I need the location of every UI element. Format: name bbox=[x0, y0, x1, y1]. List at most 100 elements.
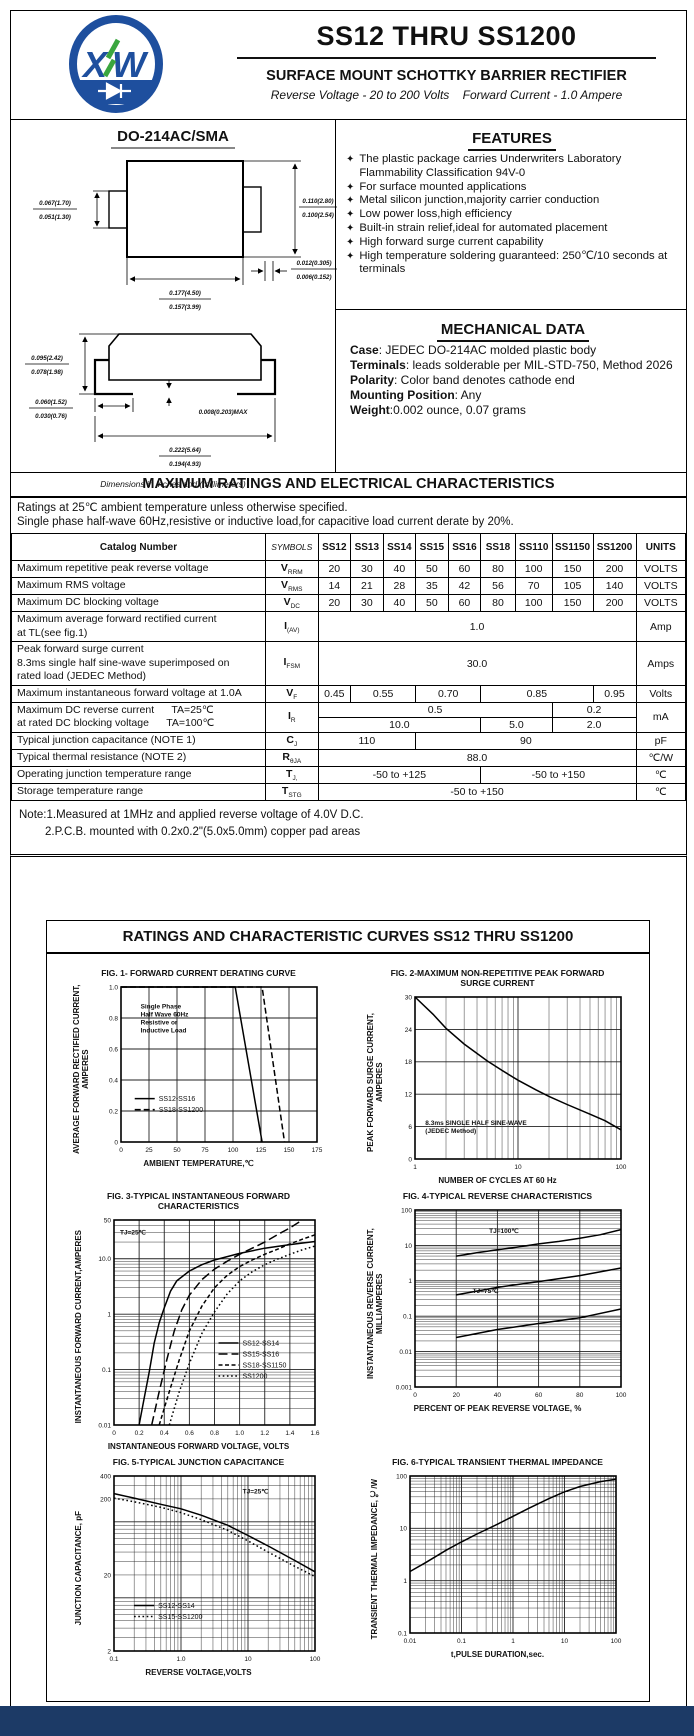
mech-item: Case: JEDEC DO-214AC molded plastic body bbox=[350, 343, 597, 357]
y-axis-label: JUNCTION CAPACITANCE, pF bbox=[73, 1510, 83, 1626]
dim-body-height-mm: 0.100(2.54) bbox=[302, 212, 334, 219]
dim-body-height-in: 0.110(2.80) bbox=[302, 198, 333, 205]
svg-text:0.001: 0.001 bbox=[395, 1384, 412, 1391]
column-header: SS1150 bbox=[551, 533, 594, 561]
series-SS15-SS1200 bbox=[113, 1497, 315, 1578]
x-axis-label: NUMBER OF CYCLES AT 60 Hz bbox=[438, 1176, 557, 1185]
bullet-icon: ✦ bbox=[346, 250, 355, 262]
subtitle: SURFACE MOUNT SCHOTTKY BARRIER RECTIFIER bbox=[266, 68, 627, 84]
dim-band-in: 0.012(0.305) bbox=[296, 260, 331, 267]
column-header: SS14 bbox=[382, 533, 417, 561]
value-cell: 0.95 bbox=[592, 684, 637, 703]
bullet-icon: ✦ bbox=[346, 195, 355, 207]
column-header: SYMBOLS bbox=[265, 533, 319, 561]
value-cell: 5.0 bbox=[480, 716, 553, 733]
package-name: DO-214AC/SMA bbox=[11, 128, 335, 149]
svg-text:SS15-SS16: SS15-SS16 bbox=[242, 1352, 279, 1359]
value-cell: 50 bbox=[415, 594, 449, 613]
value-cell: 200 bbox=[592, 559, 637, 579]
value-cell: 70 bbox=[514, 577, 553, 596]
bullet-icon: ✦ bbox=[346, 236, 355, 248]
column-header: SS16 bbox=[447, 533, 482, 561]
svg-text:SS1200: SS1200 bbox=[242, 1374, 267, 1381]
unit-cell: VOLTS bbox=[635, 577, 687, 596]
symbol-cell: RθJA bbox=[265, 748, 319, 768]
dim-side-height-in: 0.095(2.42) bbox=[31, 355, 63, 362]
value-cell: 0.55 bbox=[350, 684, 417, 703]
symbol-cell: VDC bbox=[265, 594, 319, 613]
unit-cell: VOLTS bbox=[635, 594, 687, 613]
svg-text:SS12-SS16: SS12-SS16 bbox=[158, 1096, 195, 1103]
svg-text:Inductive Load: Inductive Load bbox=[140, 1028, 186, 1035]
value-cell: 20 bbox=[317, 594, 352, 613]
svg-text:0.4: 0.4 bbox=[108, 1077, 117, 1084]
value-cell: 0.70 bbox=[415, 684, 482, 703]
chart-canvas: 1 10 100 0 6 12 18 24 30 8.3ms SINGLE HALF SINE-W… bbox=[404, 994, 626, 1171]
x-axis-label: REVERSE VOLTAGE,VOLTS bbox=[145, 1668, 252, 1677]
column-header: SS110 bbox=[514, 533, 553, 561]
mechanical-heading: MECHANICAL DATA bbox=[350, 321, 676, 342]
series-SS12-SS14 bbox=[137, 1240, 315, 1426]
row-label: Peak forward surge current 8.3ms single h… bbox=[10, 641, 267, 686]
svg-text:80: 80 bbox=[576, 1392, 584, 1399]
figure-2: FIG. 2-MAXIMUM NON-REPETITIVE PEAK FORWA… bbox=[348, 962, 647, 1185]
row-label: Typical junction capacitance (NOTE 1) bbox=[10, 731, 267, 750]
figure-3: FIG. 3-TYPICAL INSTANTANEOUS FORWARD CHA… bbox=[49, 1185, 348, 1451]
column-header: SS13 bbox=[350, 533, 384, 561]
y-axis-label: PEAK FORWARD SURGE CURRENT, AMPERES bbox=[365, 1013, 384, 1152]
chart-canvas: 0.1 1.0 10 100 400 200 20 2 SS12-SS14 SS15-SS1200… bbox=[100, 1473, 321, 1663]
package-top-view: 0.067(1.70) 0.051(1.30) 0.110(2.80) 0.10… bbox=[33, 160, 337, 311]
value-cell: 40 bbox=[382, 559, 417, 579]
series-SS1200 bbox=[168, 1245, 315, 1426]
figure-title: FIG. 3-TYPICAL INSTANTANEOUS FORWARD CHA… bbox=[106, 1191, 291, 1211]
svg-text:TJ=25℃: TJ=25℃ bbox=[242, 1488, 269, 1496]
svg-text:TJ=75℃: TJ=75℃ bbox=[472, 1287, 499, 1295]
value-cell: 10.0 bbox=[317, 716, 482, 733]
list-item: ✦ Metal silicon junction,majority carrier… bbox=[346, 194, 600, 207]
svg-text:0: 0 bbox=[114, 1139, 118, 1146]
series-surge bbox=[413, 996, 621, 1131]
svg-text:0: 0 bbox=[408, 1156, 412, 1163]
row-label: Maximum instantaneous forward voltage at… bbox=[10, 684, 267, 703]
value-cell: -50 to +150 bbox=[317, 783, 637, 802]
mech-item: Polarity: Color band denotes cathode end bbox=[350, 373, 575, 387]
header: X W SS12 THRU SS1200 SURFACE MOUNT SCHOT… bbox=[11, 11, 686, 120]
value-cell: 20 bbox=[317, 559, 352, 579]
symbol-cell: IR bbox=[265, 701, 319, 733]
dim-tab-height-mm: 0.051(1.30) bbox=[39, 214, 71, 221]
series-TJ=25℃ bbox=[455, 1308, 621, 1339]
svg-text:0.01: 0.01 bbox=[399, 1349, 412, 1356]
svg-text:0.1: 0.1 bbox=[101, 1367, 110, 1374]
svg-text:200: 200 bbox=[100, 1496, 111, 1503]
row-label: Maximum DC blocking voltage bbox=[10, 594, 267, 613]
svg-text:12: 12 bbox=[404, 1092, 412, 1099]
mech-item: Weight:0.002 ounce, 0.07 grams bbox=[350, 403, 526, 417]
curves-block: RATINGS AND CHARACTERISTIC CURVES SS12 T… bbox=[46, 920, 650, 1702]
row-label: Maximum repetitive peak reverse voltage bbox=[10, 559, 267, 579]
condition-line: Ratings at 25℃ ambient temperature unles… bbox=[17, 502, 348, 514]
svg-text:0.1: 0.1 bbox=[398, 1630, 407, 1637]
svg-text:100: 100 bbox=[309, 1656, 320, 1663]
value-cell: 28 bbox=[382, 577, 417, 596]
figure-title: FIG. 1- FORWARD CURRENT DERATING CURVE bbox=[101, 968, 296, 978]
svg-text:0.2: 0.2 bbox=[134, 1430, 143, 1437]
x-axis-label: AMBIENT TEMPERATURE,℃ bbox=[143, 1159, 254, 1168]
svg-text:(JEDEC Method): (JEDEC Method) bbox=[425, 1128, 476, 1135]
svg-text:100: 100 bbox=[227, 1147, 238, 1154]
dim-tab-height-in: 0.067(1.70) bbox=[39, 200, 71, 207]
symbol-cell: VF bbox=[265, 684, 319, 703]
value-cell: 0.45 bbox=[317, 684, 352, 703]
value-cell: 35 bbox=[415, 577, 449, 596]
row-label: Typical thermal resistance (NOTE 2) bbox=[10, 748, 267, 768]
ratings-heading: MAXIMUM RATINGS AND ELECTRICAL CHARACTER… bbox=[11, 473, 686, 498]
series-TJ=100℃ bbox=[455, 1228, 621, 1257]
column-header: SS1200 bbox=[592, 533, 637, 561]
svg-text:20: 20 bbox=[452, 1392, 460, 1399]
svg-text:TJ=100℃: TJ=100℃ bbox=[489, 1227, 519, 1235]
package-and-info: DO-214AC/SMA 0.067(1.70) 0.051(1.30) 0.1… bbox=[11, 120, 686, 489]
figure-1: FIG. 1- FORWARD CURRENT DERATING CURVE A… bbox=[49, 962, 348, 1185]
condition-line: Single phase half-wave 60Hz,resistive or… bbox=[17, 516, 514, 528]
row-label: Maximum average forward rectified curren… bbox=[10, 611, 267, 643]
y-axis-label: TRANSIENT THERMAL IMPEDANCE, ℃/W bbox=[370, 1478, 379, 1640]
